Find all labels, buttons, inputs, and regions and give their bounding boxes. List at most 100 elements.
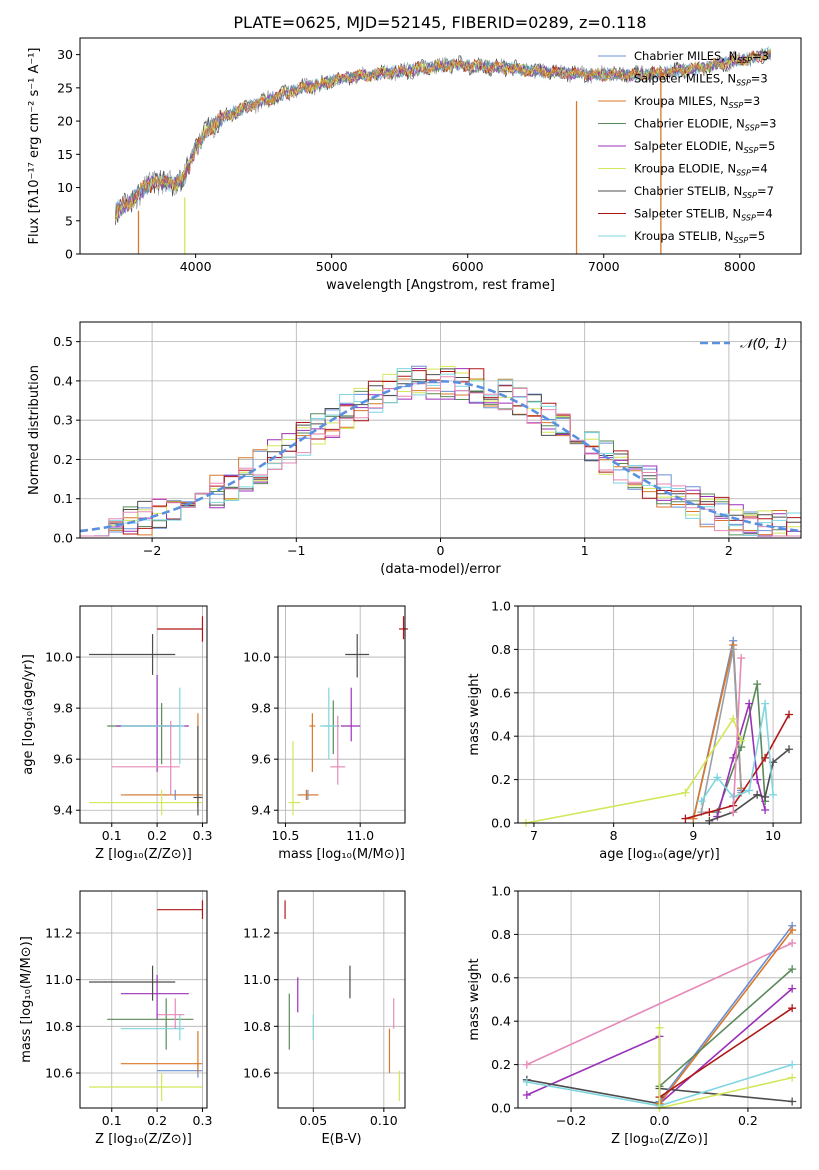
weight-line: [659, 1007, 793, 1098]
y-tick-label: 0.4: [491, 729, 511, 744]
y-tick-label: 0.2: [491, 772, 511, 787]
y-axis-label: mass weight: [467, 958, 482, 1040]
y-tick-label: 0.2: [53, 452, 73, 467]
x-tick-label: −2: [143, 543, 161, 558]
weight-line: [658, 929, 793, 1105]
weight-line: [526, 942, 793, 1066]
data-point: [157, 900, 204, 919]
weight-line: [709, 748, 790, 822]
y-tick-label: 10.8: [45, 1019, 73, 1034]
axes-frame: [277, 890, 406, 1109]
data-point: [111, 720, 180, 795]
data-point: [330, 715, 346, 785]
x-axis-label: Z [log₁₀(Z/Z⊙)]: [95, 1132, 192, 1147]
figure-title: PLATE=0625, MJD=52145, FIBERID=0289, z=0…: [233, 13, 646, 32]
weight-marker: [785, 710, 794, 719]
x-axis-label: (data-model)/error: [380, 562, 501, 577]
x-tick-label: 0.0: [650, 1113, 670, 1128]
x-tick-label: 8: [610, 828, 618, 843]
weight-line: [658, 968, 793, 1087]
y-tick-label: 0.0: [491, 1101, 511, 1116]
data-point: [89, 789, 203, 816]
y-tick-label: 10.0: [45, 650, 73, 665]
y-tick-label: 0.1: [53, 491, 73, 506]
x-axis-label: Z [log₁₀(Z/Z⊙)]: [95, 847, 192, 862]
mass-weight-vs-metallicity-panel: −0.2 0.0 0.2 0.0 0.2 0.4 0.6 0.8 1.0 Z [log₁₀(Z/Z…: [467, 884, 802, 1147]
weight-marker: [681, 814, 690, 823]
y-tick-label: 9.4: [251, 803, 271, 818]
legend-entry: Kroupa STELIB, NSSP=5: [634, 229, 765, 245]
x-tick-label: −0.2: [556, 1113, 586, 1128]
data-point: [157, 998, 185, 1029]
y-tick-label: 1.0: [491, 884, 511, 899]
weight-marker: [788, 926, 797, 935]
weight-line: [716, 683, 766, 813]
data-point: [157, 616, 204, 642]
y-tick-label: 10: [57, 180, 73, 195]
y-axis-label: mass weight: [467, 673, 482, 755]
weight-marker: [788, 1073, 797, 1082]
x-axis-label: Z [log₁₀(Z/Z⊙)]: [611, 1132, 708, 1147]
weight-marker: [729, 808, 738, 817]
legend-entry: Chabrier STELIB, NSSP=7: [634, 184, 774, 200]
y-tick-label: 0.0: [53, 531, 73, 546]
spectrum-line: [115, 49, 772, 220]
y-tick-label: 0.6: [491, 970, 511, 985]
y-tick-label: 0.5: [53, 334, 73, 349]
weight-marker: [522, 1077, 531, 1086]
x-axis-label: E(B-V): [321, 1132, 361, 1147]
mass-vs-metallicity-panel: 0.1 0.2 0.3 10.6 10.8 11.0 11.2 Z [log₁₀(Z/Z⊙)]…: [19, 890, 213, 1147]
x-tick-label: 0.3: [193, 1113, 213, 1128]
x-tick-label: 0: [437, 543, 445, 558]
x-axis-label: wavelength [Angstrom, rest frame]: [326, 278, 555, 293]
weight-marker: [522, 1060, 531, 1069]
x-tick-label: 0.10: [370, 1113, 398, 1128]
spectrum-panel: 4000 5000 6000 7000 8000 0 5 10 15 20 25 30 waveleng…: [27, 37, 802, 293]
y-tick-label: 20: [57, 114, 73, 129]
x-axis-label: age [log₁₀(age/yr)]: [599, 847, 720, 862]
weight-marker: [788, 1060, 797, 1069]
weight-marker: [788, 939, 797, 948]
x-axis-label: mass [log₁₀(M/M⊙)]: [278, 847, 405, 862]
data-point: [193, 725, 203, 816]
x-tick-label: 11.0: [346, 828, 374, 843]
mass-weight-vs-age-panel: 7 8 9 10 0.0 0.2 0.4 0.6 0.8 1.0 age [log₁₀(age/yr…: [467, 599, 802, 862]
y-tick-label: 9.8: [53, 701, 73, 716]
x-tick-label: 0.2: [147, 1113, 167, 1128]
y-tick-label: 0.4: [53, 373, 73, 388]
y-axis-label: Flux [fλ10⁻¹⁷ erg cm⁻² s⁻¹ A⁻¹]: [27, 48, 42, 245]
x-tick-label: 7000: [588, 259, 620, 274]
y-tick-label: 25: [57, 80, 73, 95]
weight-marker: [753, 790, 762, 799]
weight-marker: [761, 792, 770, 801]
x-tick-label: −1: [287, 543, 305, 558]
data-point: [319, 687, 338, 760]
data-point: [89, 965, 176, 1001]
legend-entry: Salpeter MILES, NSSP=3: [634, 72, 768, 88]
y-tick-label: 11.0: [45, 972, 73, 987]
normal-curve: [79, 379, 802, 533]
data-point: [107, 998, 194, 1050]
y-tick-label: 11.2: [243, 926, 271, 941]
data-point: [120, 687, 185, 765]
y-tick-label: 0.8: [491, 927, 511, 942]
weight-marker: [737, 736, 746, 745]
y-tick-label: 0.8: [491, 642, 511, 657]
y-tick-label: 0.4: [491, 1014, 511, 1029]
data-point: [89, 1073, 203, 1101]
weight-marker: [729, 714, 738, 723]
legend-entry: Chabrier ELODIE, NSSP=3: [634, 117, 776, 133]
x-tick-label: 0.1: [102, 1113, 122, 1128]
y-tick-label: 0: [65, 247, 73, 262]
weight-marker: [788, 1097, 797, 1106]
weight-marker: [769, 790, 778, 799]
legend-entry: Salpeter ELODIE, NSSP=5: [634, 139, 775, 155]
x-tick-label: 6000: [452, 259, 484, 274]
weight-marker: [788, 1004, 797, 1013]
weight-marker: [761, 753, 770, 762]
y-axis-label: age [log₁₀(age/yr)]: [21, 654, 36, 775]
y-tick-label: 10.6: [243, 1066, 271, 1081]
data-point: [340, 687, 361, 742]
